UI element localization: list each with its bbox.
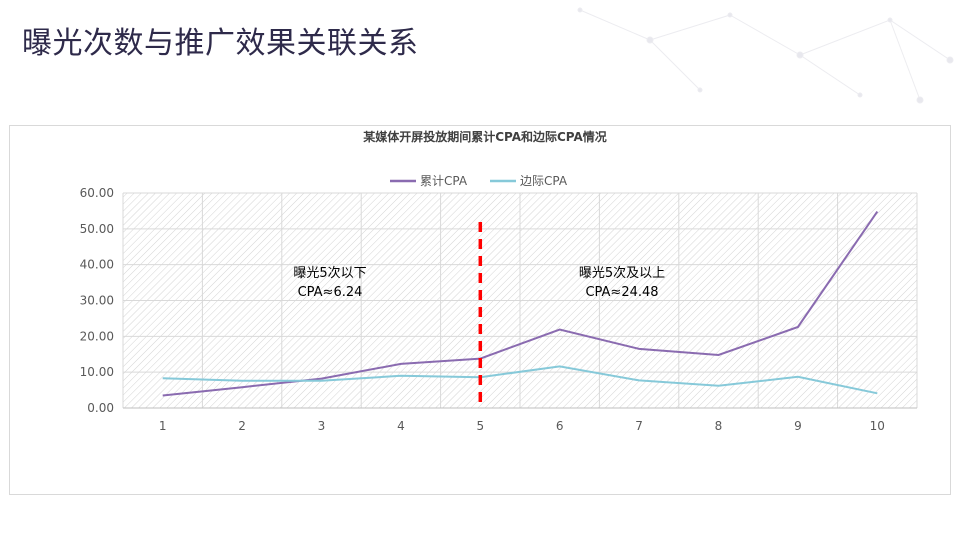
- legend-entry: 边际CPA: [520, 174, 568, 188]
- chart-title: 某媒体开屏投放期间累计CPA和边际CPA情况: [363, 129, 607, 144]
- annotation-title: 曝光5次及以上: [579, 265, 665, 281]
- legend-entry: 累计CPA: [420, 174, 468, 188]
- y-tick-label: 0.00: [87, 401, 114, 415]
- y-tick-label: 40.00: [80, 258, 114, 272]
- y-tick-label: 60.00: [80, 186, 114, 200]
- x-tick-label: 10: [870, 419, 885, 433]
- x-tick-label: 1: [159, 419, 167, 433]
- x-tick-label: 6: [556, 419, 564, 433]
- series-line-1: [162, 211, 879, 397]
- annotation-title: 曝光5次以下: [293, 265, 366, 281]
- slide-title: 曝光次数与推广效果关联关系: [22, 26, 419, 61]
- background-network-decoration: [577, 7, 954, 104]
- x-tick-label: 8: [715, 419, 723, 433]
- x-tick-label: 5: [476, 419, 484, 433]
- annotation-value: CPA≈6.24: [298, 285, 363, 300]
- x-tick-label: 7: [635, 419, 643, 433]
- x-tick-label: 4: [397, 419, 405, 433]
- annotation-value: CPA≈24.48: [585, 285, 658, 300]
- y-tick-label: 10.00: [80, 365, 114, 379]
- legend: 累计CPA 边际CPA: [390, 174, 568, 188]
- series-line-2: [162, 365, 878, 395]
- y-tick-label: 50.00: [80, 222, 114, 236]
- y-tick-label: 30.00: [80, 294, 114, 308]
- x-tick-label: 3: [318, 419, 326, 433]
- chart-frame: 某媒体开屏投放期间累计CPA和边际CPA情况 累计CPA 边际CPA 1 2 3 4 5 6…: [9, 125, 951, 495]
- line-chart: 某媒体开屏投放期间累计CPA和边际CPA情况 累计CPA 边际CPA 1 2 3 4 5 6…: [80, 129, 918, 433]
- y-tick-label: 20.00: [80, 329, 114, 343]
- x-tick-label: 2: [238, 419, 246, 433]
- x-tick-label: 9: [794, 419, 802, 433]
